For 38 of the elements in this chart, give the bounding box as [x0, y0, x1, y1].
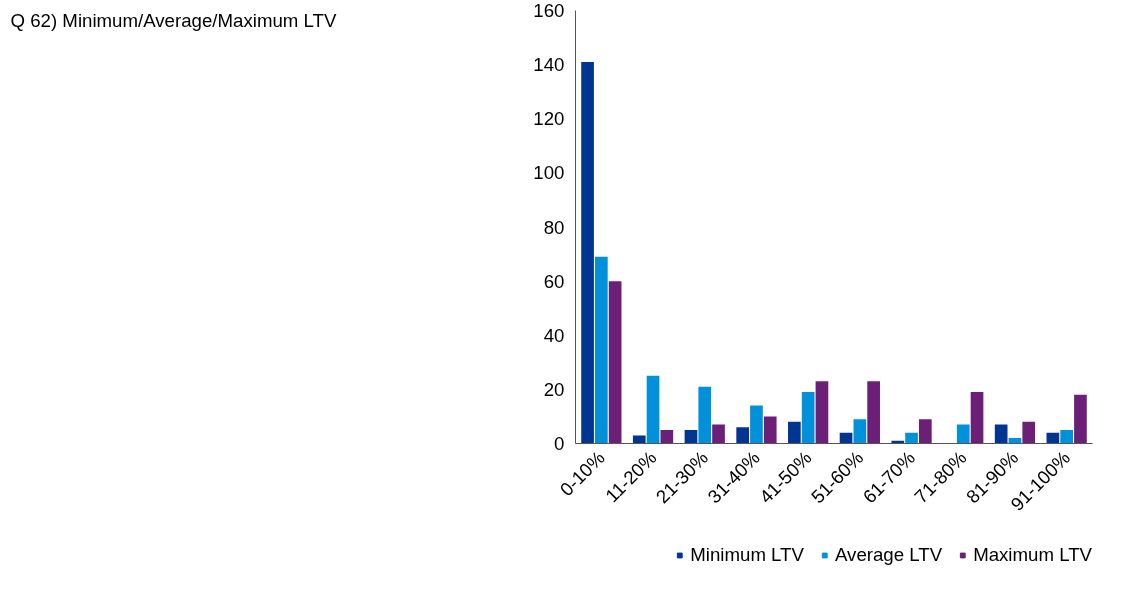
bar — [867, 381, 880, 444]
bar — [815, 381, 829, 444]
bar — [646, 375, 660, 444]
bar — [1022, 421, 1036, 444]
bar — [853, 419, 867, 444]
y-tick-label: 120 — [533, 108, 565, 130]
bar — [750, 405, 763, 444]
y-tick-label: 40 — [543, 324, 565, 346]
y-tick-label: 20 — [543, 378, 565, 400]
bar — [1060, 429, 1073, 444]
legend-label: Maximum LTV — [973, 544, 1092, 566]
bar — [763, 416, 777, 444]
bar — [736, 427, 750, 444]
bar — [581, 61, 594, 444]
bar — [684, 429, 698, 444]
legend-label: Minimum LTV — [690, 544, 804, 566]
y-tick-label: 140 — [533, 54, 565, 76]
y-tick-label: 0 — [554, 433, 565, 454]
bar — [712, 424, 725, 444]
bar — [918, 419, 932, 444]
y-tick-label: 100 — [533, 162, 565, 184]
y-tick-label: 60 — [543, 270, 565, 292]
bar — [994, 424, 1008, 444]
bar — [698, 386, 712, 444]
legend-label: Average LTV — [834, 544, 943, 566]
bar — [788, 421, 801, 444]
bar — [608, 281, 622, 444]
y-tick-label: 80 — [543, 216, 565, 238]
bar — [1074, 394, 1087, 444]
bar — [801, 392, 815, 444]
y-tick-label: 160 — [533, 0, 565, 21]
bar — [660, 429, 674, 444]
bar — [595, 256, 608, 444]
bar — [970, 392, 984, 444]
text: Q 62) Minimum/Average/Maximum LTV — [10, 9, 337, 31]
bar — [632, 435, 646, 444]
bar — [905, 432, 918, 444]
bar — [956, 424, 970, 444]
